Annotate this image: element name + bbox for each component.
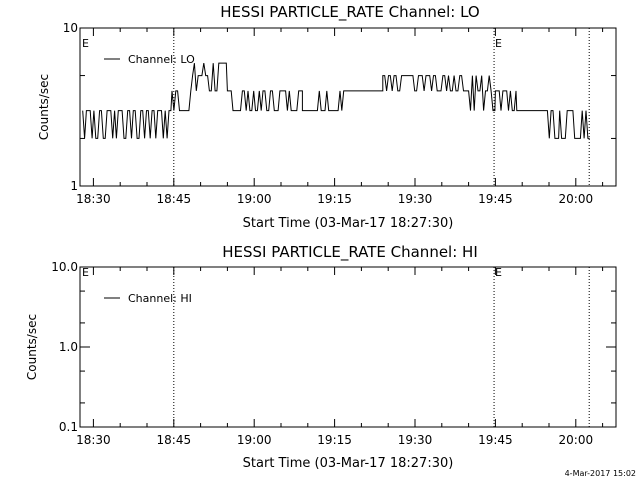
x-tick-label-6: 20:00 xyxy=(559,192,594,206)
x-tick-label-0: 18:30 xyxy=(76,433,111,447)
x-axis-label-lo: Start Time (03-Mar-17 18:27:30) xyxy=(243,216,454,231)
x-tick-label-4: 19:30 xyxy=(398,192,433,206)
series-lo xyxy=(82,62,590,139)
series-line-0 xyxy=(82,62,590,139)
y-tick-label-1: 10 xyxy=(63,21,78,35)
timestamp-stamp: 4-Mar-2017 15:02 xyxy=(565,469,636,478)
plot-frame-hi xyxy=(79,266,617,428)
y-tick-label-0: 0.1 xyxy=(59,420,78,434)
left-marker-lo: E xyxy=(82,37,89,50)
y-axis-label-lo: Counts/sec xyxy=(37,74,51,140)
chart-title-lo: HESSI PARTICLE_RATE Channel: LO xyxy=(220,3,479,22)
x-tick-label-3: 19:15 xyxy=(317,192,352,206)
event-lines-lo: E xyxy=(173,28,590,186)
axis-ticks-lo: 18:30 18:45 19:00 19:15 19:30 19:45 20:00 1 10 xyxy=(63,21,616,206)
x-tick-label-5: 19:45 xyxy=(478,433,513,447)
x-tick-label-3: 19:15 xyxy=(317,433,352,447)
y-tick-label-2: 10.0 xyxy=(51,260,78,274)
left-marker-hi: E xyxy=(82,266,89,279)
panel-hi: HESSI PARTICLE_RATE Channel: HI Counts/s… xyxy=(25,243,617,471)
panel-lo: HESSI PARTICLE_RATE Channel: LO Counts/s… xyxy=(37,3,617,231)
x-tick-label-0: 18:30 xyxy=(76,192,111,206)
axis-ticks-hi: 18:30 18:45 19:00 19:15 19:30 19:45 20:00 0.1 1.… xyxy=(51,260,616,447)
x-tick-label-2: 19:00 xyxy=(237,192,272,206)
y-tick-label-0: 1 xyxy=(70,179,78,193)
legend-label-lo: Channel: LO xyxy=(128,53,195,66)
y-tick-label-1: 1.0 xyxy=(59,340,78,354)
chart-title-hi: HESSI PARTICLE_RATE Channel: HI xyxy=(222,243,478,262)
legend-hi: Channel: HI xyxy=(104,292,192,305)
x-tick-label-4: 19:30 xyxy=(398,433,433,447)
event-label-1: E xyxy=(495,266,502,279)
y-axis-label-hi: Counts/sec xyxy=(25,314,39,380)
x-tick-label-1: 18:45 xyxy=(157,433,192,447)
x-tick-label-5: 19:45 xyxy=(478,192,513,206)
x-tick-label-6: 20:00 xyxy=(559,433,594,447)
x-axis-label-hi: Start Time (03-Mar-17 18:27:30) xyxy=(243,456,454,471)
legend-lo: Channel: LO xyxy=(104,53,195,66)
legend-label-hi: Channel: HI xyxy=(128,292,192,305)
plot-frame-lo xyxy=(79,27,617,187)
x-tick-label-1: 18:45 xyxy=(157,192,192,206)
x-tick-label-2: 19:00 xyxy=(237,433,272,447)
event-label-1: E xyxy=(495,37,502,50)
event-lines-hi: E xyxy=(173,266,590,427)
